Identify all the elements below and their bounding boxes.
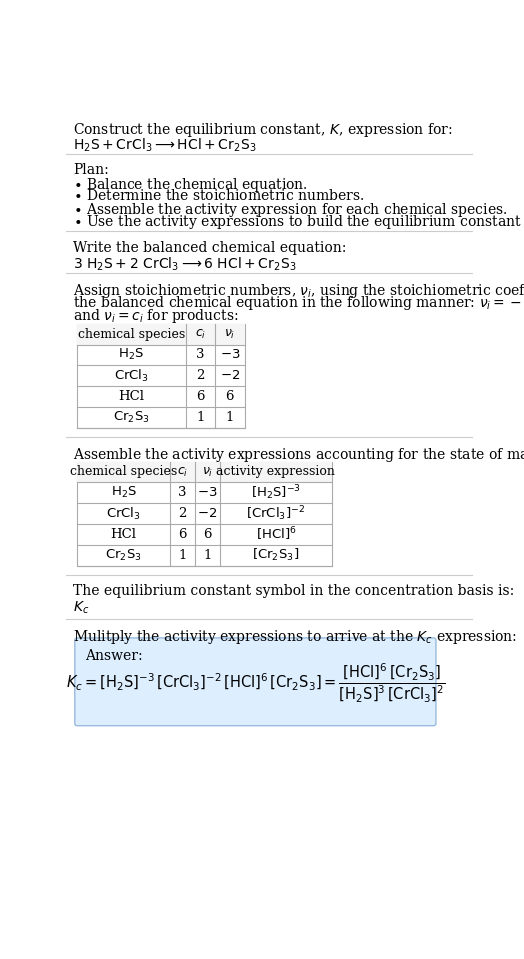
Text: $-2$: $-2$ <box>197 507 217 520</box>
Text: $[\mathrm{CrCl_3}]^{-2}$: $[\mathrm{CrCl_3}]^{-2}$ <box>246 504 305 523</box>
Bar <box>77 324 245 428</box>
Bar <box>77 461 332 482</box>
Text: activity expression: activity expression <box>216 465 335 479</box>
Text: 1: 1 <box>226 410 234 424</box>
Text: Assemble the activity expressions accounting for the state of matter and $\nu_i$: Assemble the activity expressions accoun… <box>73 446 524 464</box>
Text: Mulitply the activity expressions to arrive at the $K_c$ expression:: Mulitply the activity expressions to arr… <box>73 628 517 646</box>
Text: 1: 1 <box>196 410 204 424</box>
Text: HCl: HCl <box>111 527 137 541</box>
Text: 2: 2 <box>178 507 187 520</box>
Text: $-3$: $-3$ <box>220 348 240 362</box>
Text: $\mathrm{CrCl_3}$: $\mathrm{CrCl_3}$ <box>106 505 141 522</box>
Text: $\bullet$ Balance the chemical equation.: $\bullet$ Balance the chemical equation. <box>73 175 308 194</box>
Bar <box>77 461 332 566</box>
Text: 6: 6 <box>225 390 234 403</box>
Text: Assign stoichiometric numbers, $\nu_i$, using the stoichiometric coefficients, $: Assign stoichiometric numbers, $\nu_i$, … <box>73 282 524 300</box>
Text: 6: 6 <box>203 527 212 541</box>
Text: $c_i$: $c_i$ <box>177 465 188 479</box>
Text: $K_c$: $K_c$ <box>73 599 90 616</box>
Text: Plan:: Plan: <box>73 163 109 176</box>
Text: 2: 2 <box>196 369 204 383</box>
Text: $\mathrm{CrCl_3}$: $\mathrm{CrCl_3}$ <box>114 367 149 384</box>
Bar <box>77 324 245 344</box>
Text: $c_i$: $c_i$ <box>195 328 206 340</box>
Text: Answer:: Answer: <box>85 649 143 664</box>
Text: chemical species: chemical species <box>78 328 185 340</box>
Text: $\mathrm{H_2S}$: $\mathrm{H_2S}$ <box>118 347 144 363</box>
Text: chemical species: chemical species <box>70 465 177 479</box>
Text: 1: 1 <box>178 549 187 562</box>
Text: $\nu_i$: $\nu_i$ <box>202 465 213 479</box>
Text: $\mathrm{H_2S}$: $\mathrm{H_2S}$ <box>111 485 137 501</box>
Text: HCl: HCl <box>118 390 145 403</box>
FancyBboxPatch shape <box>75 638 436 726</box>
Text: $K_c = [\mathrm{H_2S}]^{-3}\,[\mathrm{CrCl_3}]^{-2}\,[\mathrm{HCl}]^{6}\,[\mathr: $K_c = [\mathrm{H_2S}]^{-3}\,[\mathrm{Cr… <box>66 662 445 705</box>
Text: $\nu_i$: $\nu_i$ <box>224 328 235 340</box>
Text: $-3$: $-3$ <box>197 486 217 500</box>
Text: $\mathrm{H_2S + CrCl_3 \longrightarrow HCl + Cr_2S_3}$: $\mathrm{H_2S + CrCl_3 \longrightarrow H… <box>73 136 257 154</box>
Text: 6: 6 <box>196 390 204 403</box>
Text: $\bullet$ Assemble the activity expression for each chemical species.: $\bullet$ Assemble the activity expressi… <box>73 200 508 219</box>
Text: The equilibrium constant symbol in the concentration basis is:: The equilibrium constant symbol in the c… <box>73 584 515 598</box>
Text: $\bullet$ Use the activity expressions to build the equilibrium constant express: $\bullet$ Use the activity expressions t… <box>73 213 524 231</box>
Text: $[\mathrm{Cr_2S_3}]$: $[\mathrm{Cr_2S_3}]$ <box>253 547 300 563</box>
Text: $\mathrm{Cr_2S_3}$: $\mathrm{Cr_2S_3}$ <box>105 548 142 563</box>
Text: the balanced chemical equation in the following manner: $\nu_i = -c_i$ for react: the balanced chemical equation in the fo… <box>73 294 524 313</box>
Text: 6: 6 <box>178 527 187 541</box>
Text: $\bullet$ Determine the stoichiometric numbers.: $\bullet$ Determine the stoichiometric n… <box>73 188 365 203</box>
Text: $[\mathrm{HCl}]^{6}$: $[\mathrm{HCl}]^{6}$ <box>256 526 296 543</box>
Text: Construct the equilibrium constant, $K$, expression for:: Construct the equilibrium constant, $K$,… <box>73 121 453 139</box>
Text: $[\mathrm{H_2S}]^{-3}$: $[\mathrm{H_2S}]^{-3}$ <box>251 483 301 503</box>
Text: 3: 3 <box>178 486 187 500</box>
Text: Write the balanced chemical equation:: Write the balanced chemical equation: <box>73 241 346 254</box>
Text: 3: 3 <box>196 348 204 362</box>
Text: $-2$: $-2$ <box>220 369 240 383</box>
Text: 1: 1 <box>203 549 212 562</box>
Text: and $\nu_i = c_i$ for products:: and $\nu_i = c_i$ for products: <box>73 307 239 325</box>
Text: $\mathrm{3\ H_2S + 2\ CrCl_3 \longrightarrow 6\ HCl + Cr_2S_3}$: $\mathrm{3\ H_2S + 2\ CrCl_3 \longrighta… <box>73 256 297 273</box>
Text: $\mathrm{Cr_2S_3}$: $\mathrm{Cr_2S_3}$ <box>113 409 150 425</box>
